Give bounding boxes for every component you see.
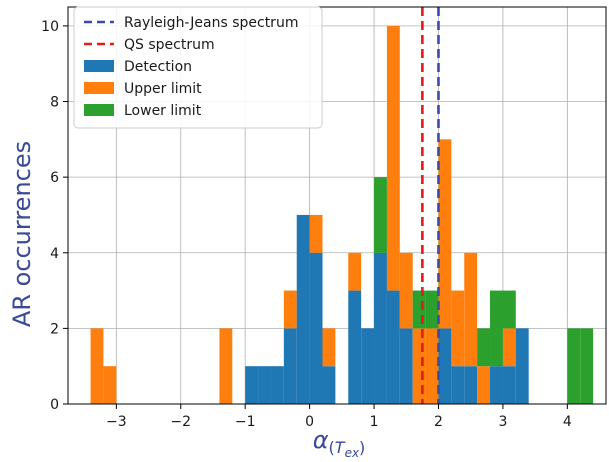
y-tick-label: 0 (50, 397, 59, 413)
bar-detection (502, 366, 516, 404)
x-tick-label: −3 (106, 414, 127, 430)
reference-lines (421, 7, 440, 404)
legend-label: Rayleigh-Jeans spectrum (124, 15, 298, 31)
x-tick-label: −2 (170, 414, 191, 430)
legend-color-swatch (84, 104, 114, 116)
bar-lower-limit (490, 290, 503, 367)
bar-upper-limit (386, 25, 400, 291)
legend-label: Lower limit (124, 103, 202, 119)
x-tick-label: −1 (235, 414, 256, 430)
legend-label: Upper limit (124, 81, 202, 97)
bar-upper-limit (464, 252, 478, 367)
bar-detection (374, 252, 387, 404)
bar-detection (270, 366, 284, 404)
bar-upper-limit (219, 328, 233, 404)
bar-detection (348, 290, 362, 404)
bar-detection (386, 290, 400, 404)
bar-detection (283, 328, 297, 404)
bar-lower-limit (502, 290, 516, 329)
legend-color-swatch (84, 82, 114, 94)
bar-upper-limit (283, 290, 297, 329)
x-axis-title: α(Tex) (313, 426, 366, 460)
bar-upper-limit (502, 328, 516, 367)
bar-upper-limit (348, 252, 362, 291)
bar-upper-limit (477, 366, 491, 404)
y-tick-label: 6 (50, 170, 59, 186)
bar-upper-limit (90, 328, 104, 404)
tick-labels: −3 −2 −1 0 1 2 3 4 0 2 4 6 8 10 (41, 19, 572, 430)
bar-lower-limit (580, 328, 594, 404)
bar-detection (296, 214, 310, 404)
legend-label: Detection (124, 59, 192, 75)
x-tick-label: 0 (305, 414, 314, 430)
x-tick-label: 1 (370, 414, 379, 430)
bar-lower-limit (567, 328, 581, 404)
legend: Rayleigh-Jeans spectrum QS spectrum Detect… (73, 6, 323, 129)
bar-detection (451, 366, 465, 404)
y-axis-title: AR occurrences (8, 141, 36, 327)
y-tick-label: 2 (50, 321, 59, 337)
y-tick-label: 4 (50, 246, 59, 262)
legend-color-swatch (84, 60, 114, 72)
y-tick-label: 10 (41, 19, 59, 35)
bar-detection (309, 252, 323, 404)
bar-detection (515, 328, 529, 404)
bar-upper-limit (103, 366, 117, 404)
legend-label: QS spectrum (124, 37, 215, 53)
bar-detection (399, 328, 413, 404)
bar-detection (258, 366, 271, 404)
bar-upper-limit (399, 252, 413, 329)
bar-upper-limit (322, 328, 336, 367)
legend-frame (73, 6, 323, 129)
histogram-bars (90, 25, 594, 404)
bar-upper-limit (451, 290, 465, 367)
bar-detection (464, 366, 478, 404)
svg-text:α(Tex): α(Tex) (313, 426, 366, 460)
bar-detection (361, 328, 375, 404)
axes (63, 6, 607, 409)
bar-lower-limit (374, 177, 387, 253)
bar-upper-limit (438, 139, 452, 329)
bar-detection (245, 366, 259, 404)
bar-detection (438, 328, 452, 404)
plot-frame (67, 6, 607, 405)
x-tick-label: 2 (434, 414, 443, 430)
bar-upper-limit (309, 214, 323, 253)
x-tick-label: 4 (563, 414, 572, 430)
bar-detection (490, 366, 503, 404)
bar-lower-limit (477, 328, 491, 367)
bar-detection (322, 366, 336, 404)
bar-upper-limit (425, 328, 439, 404)
x-tick-label: 3 (498, 414, 507, 430)
y-tick-label: 8 (50, 95, 59, 111)
bar-lower-limit (425, 290, 439, 329)
